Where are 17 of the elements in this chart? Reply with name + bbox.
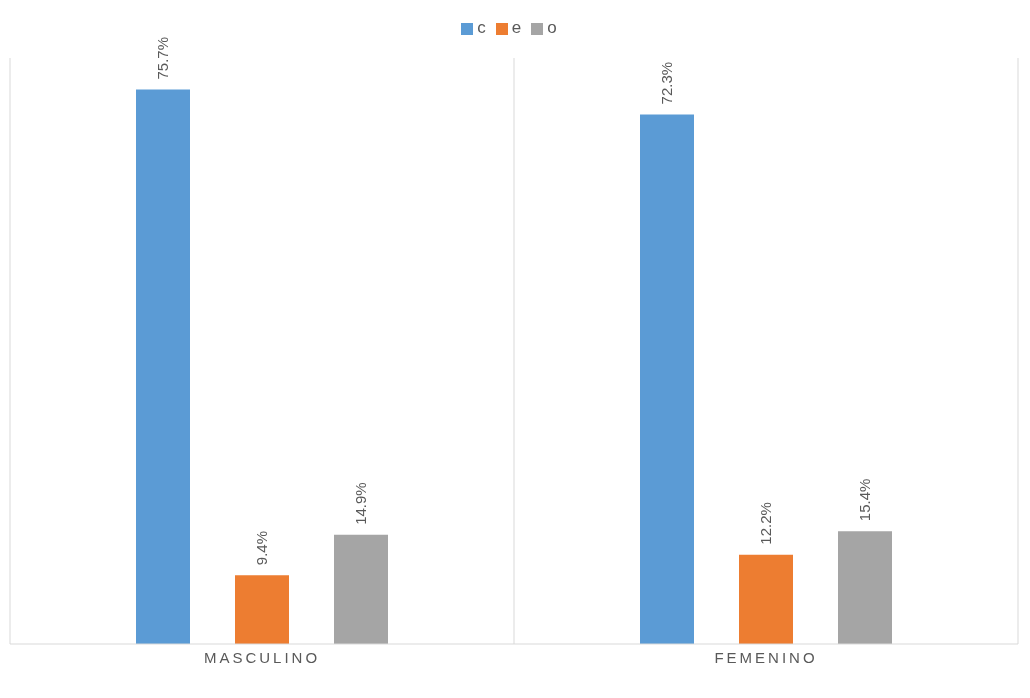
data-label: 14.9%: [352, 482, 370, 525]
legend-label: c: [477, 18, 486, 37]
bar: [838, 531, 892, 644]
bar: [334, 534, 388, 644]
data-label: 9.4%: [253, 530, 271, 566]
legend-label: e: [511, 18, 522, 37]
data-label: 75.7%: [154, 36, 172, 80]
legend-label: o: [547, 18, 557, 37]
data-label: 12.2%: [757, 502, 775, 545]
data-label: 15.4%: [856, 478, 874, 522]
bar: [136, 89, 190, 644]
bar: [235, 575, 289, 644]
x-tick-label: MASCULINO: [203, 648, 321, 666]
x-tick-label: FEMENINO: [714, 648, 818, 666]
bar: [739, 554, 793, 644]
bar: [640, 114, 694, 644]
data-label: 72.3%: [658, 61, 676, 105]
